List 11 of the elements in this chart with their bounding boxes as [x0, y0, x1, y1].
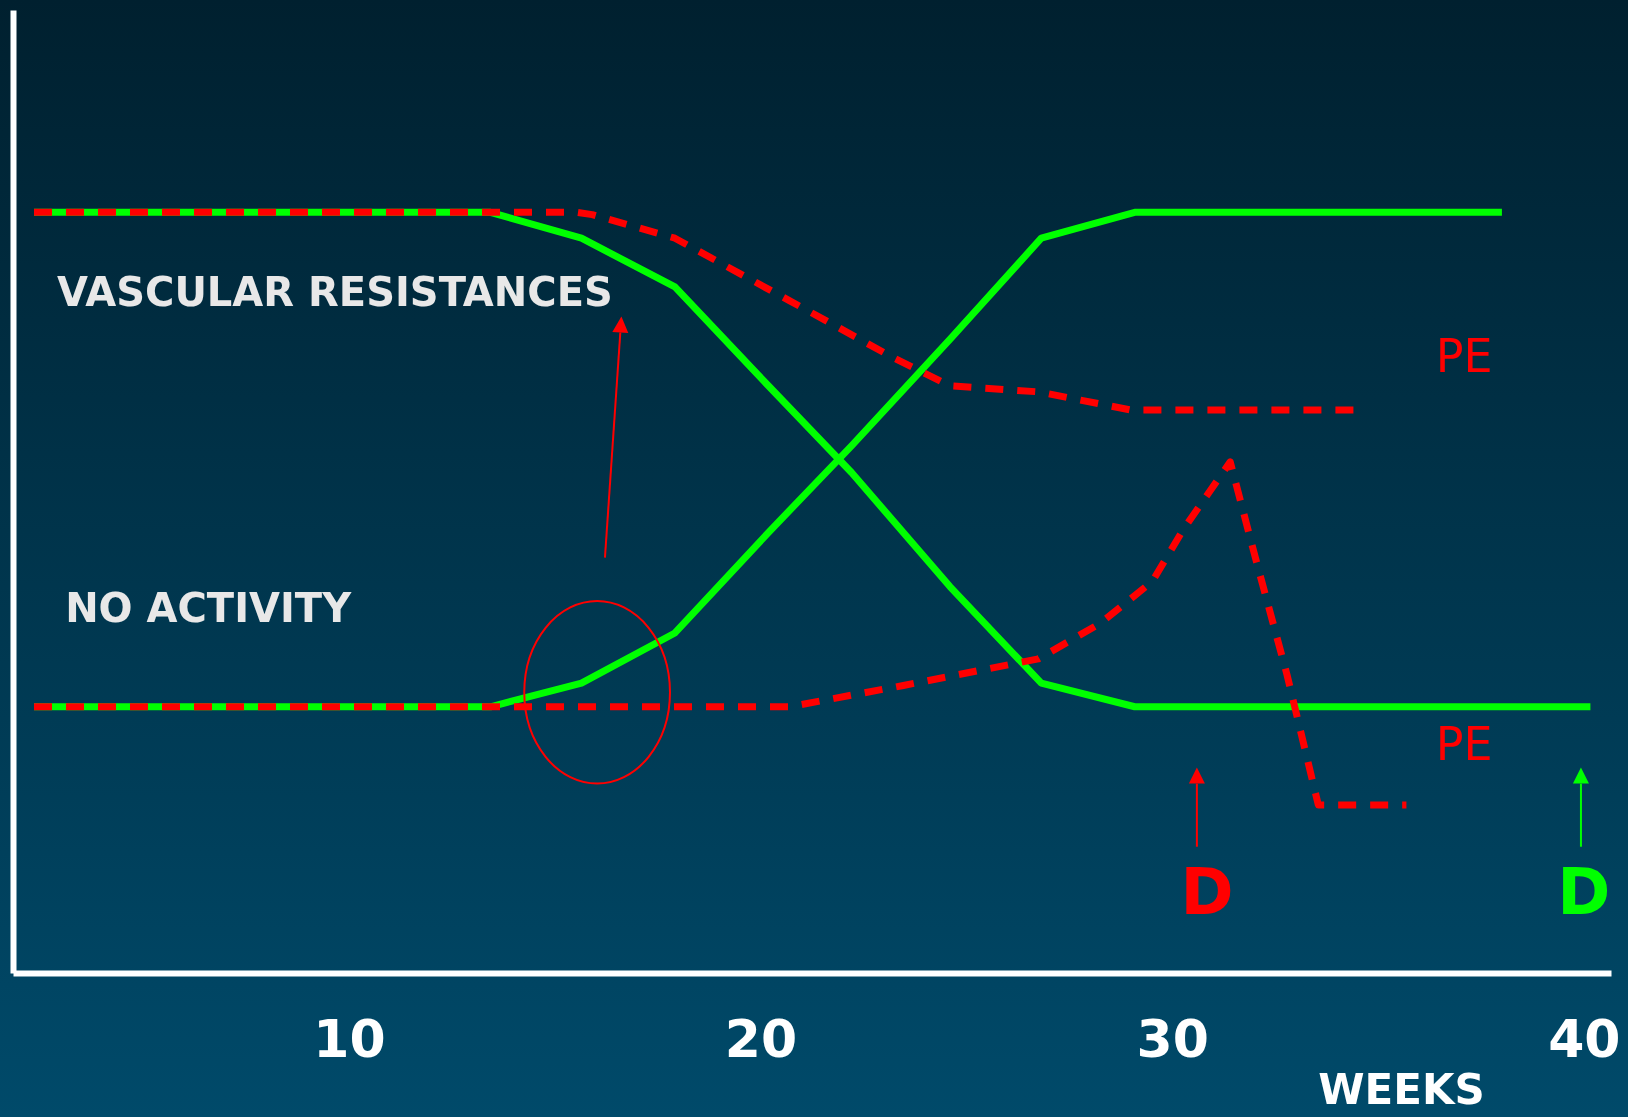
annotation: PE: [1435, 328, 1493, 383]
annotation: NO ACTIVITY: [65, 585, 353, 632]
annotation: VASCULAR RESISTANCES: [57, 268, 613, 315]
x-tick-label: 10: [313, 1008, 386, 1069]
x-tick-label: 20: [724, 1008, 798, 1069]
x-tick-label: 30: [1136, 1008, 1209, 1069]
x-axis-title: WEEKS: [1318, 1064, 1485, 1114]
annotation: D: [1180, 855, 1234, 930]
annotation: PE: [1435, 716, 1493, 771]
x-tick-label: 40: [1548, 1008, 1621, 1069]
annotation: D: [1557, 855, 1611, 930]
